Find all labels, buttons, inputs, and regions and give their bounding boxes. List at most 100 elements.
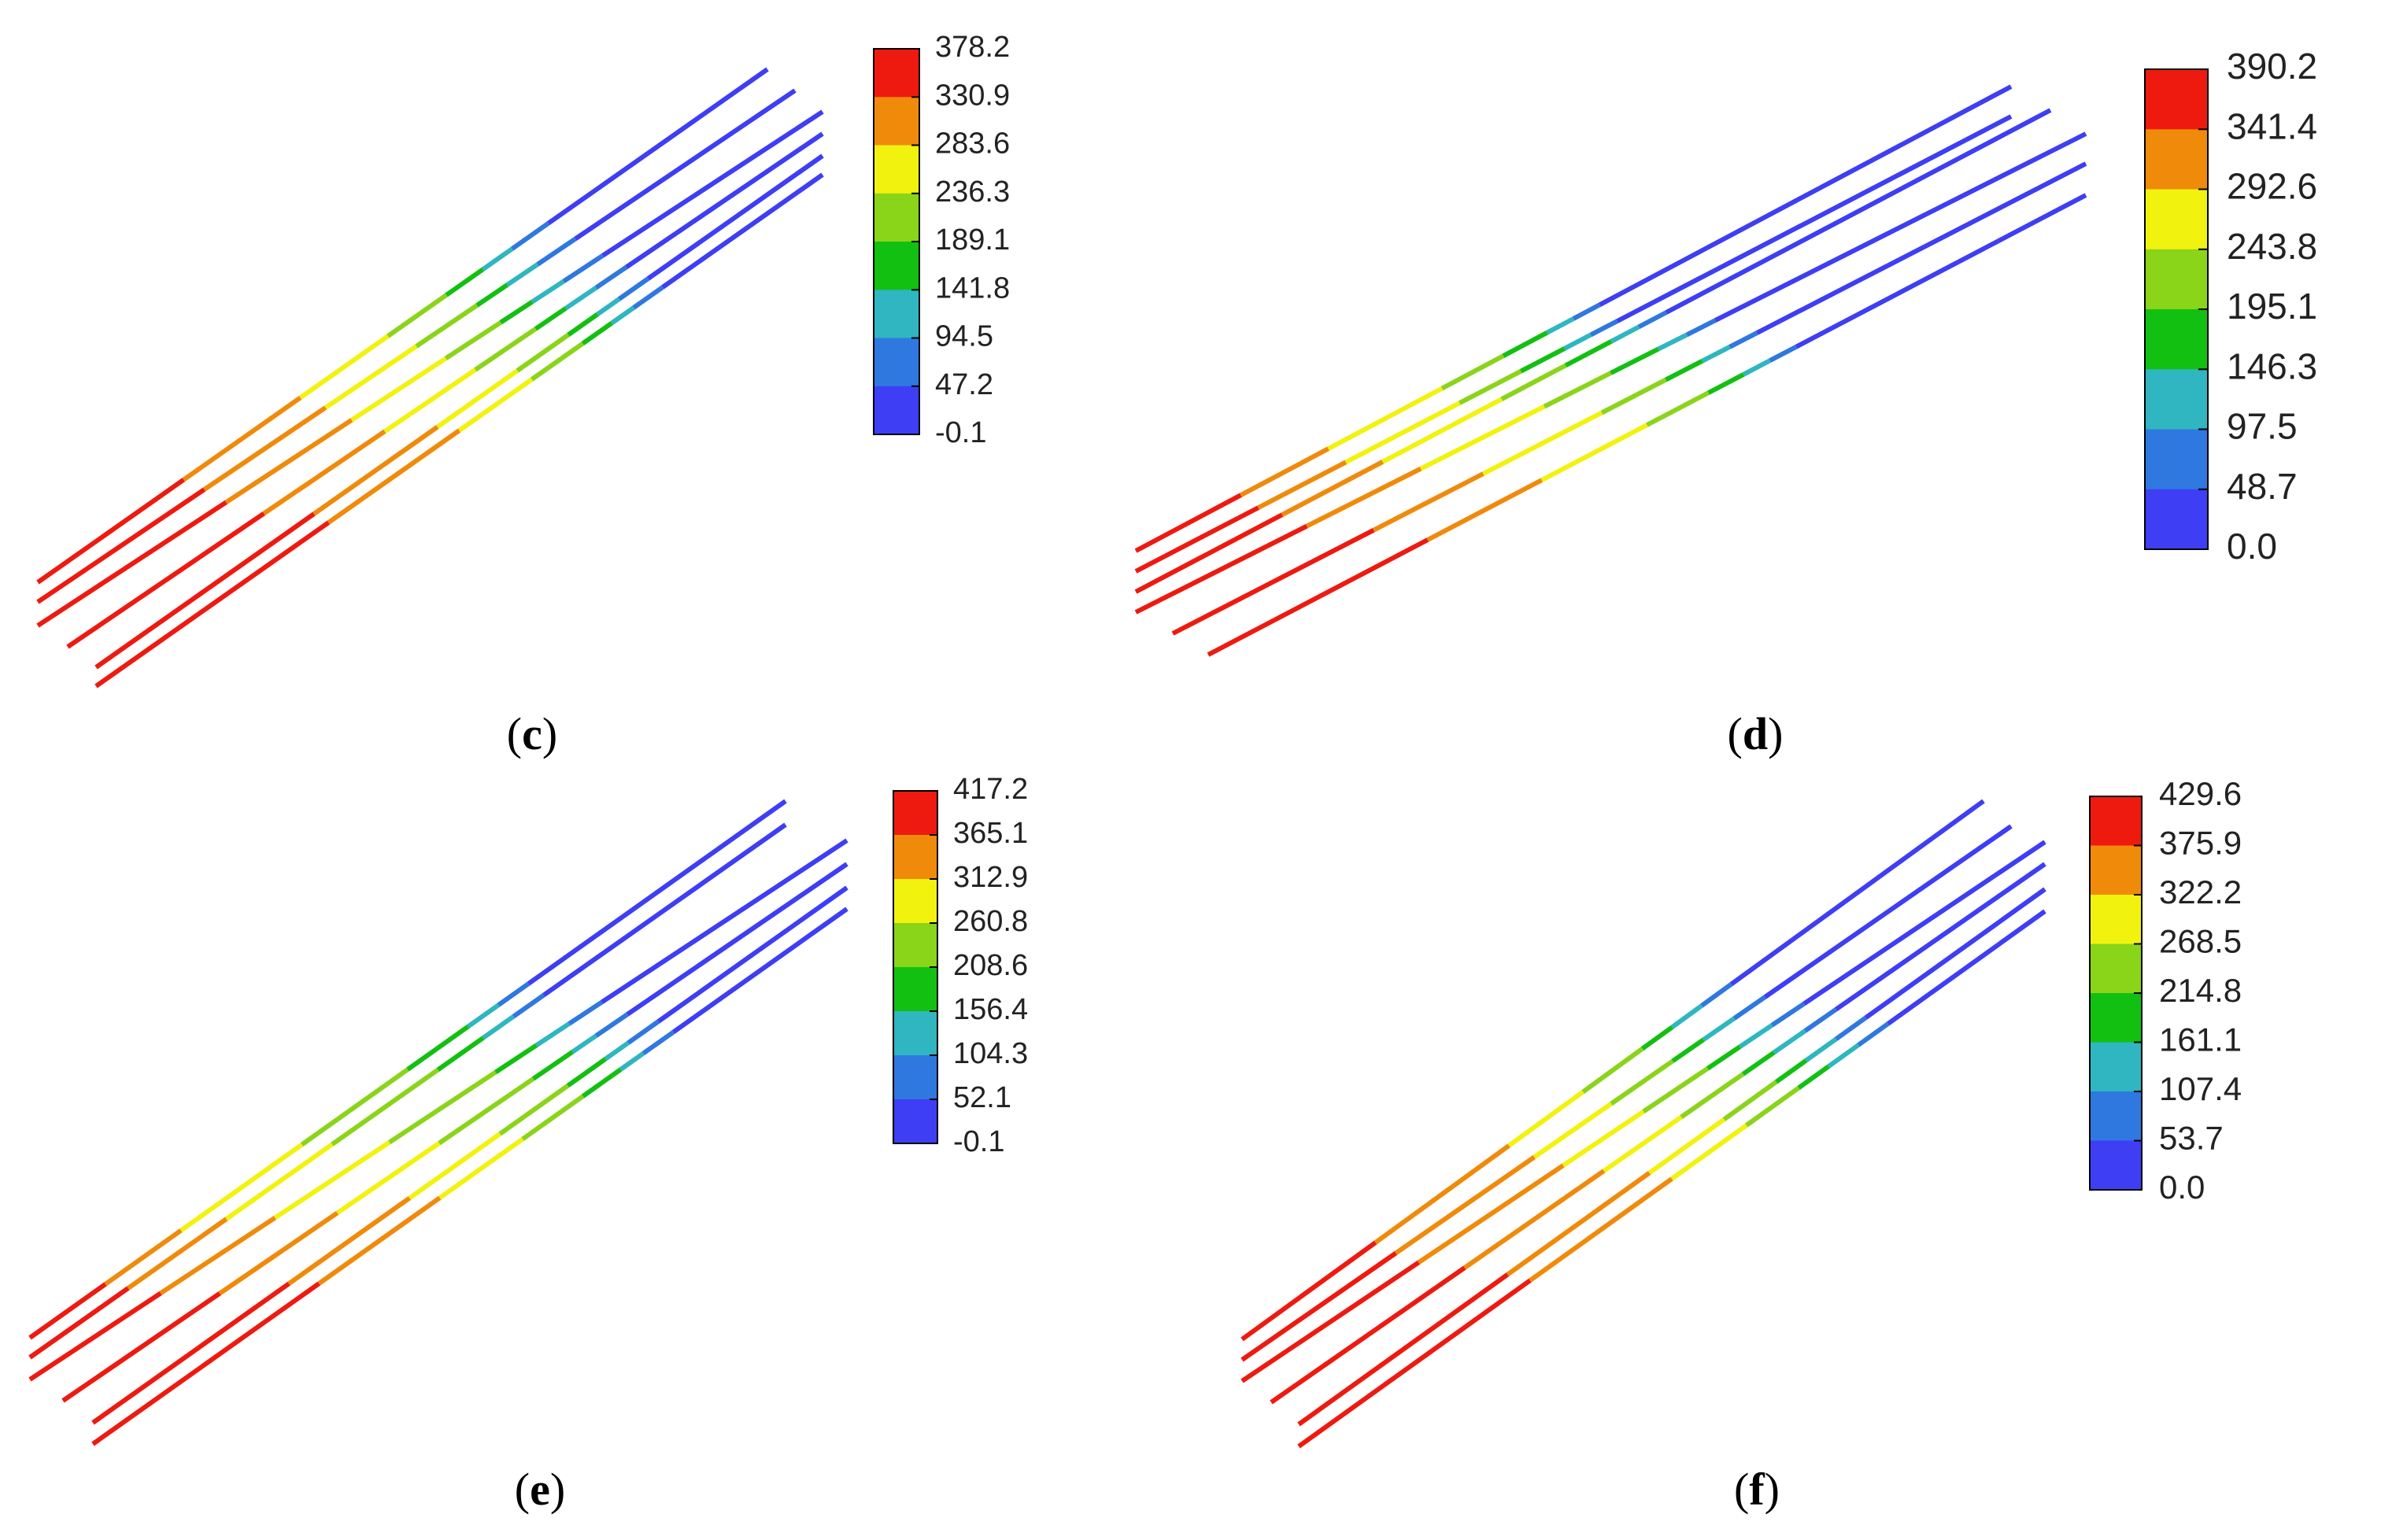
panel-e-colorbar-band	[893, 1055, 937, 1100]
panel-e-line-3-segment	[568, 999, 604, 1026]
panel-d-colorbar-band	[2145, 489, 2208, 550]
panel-d-line-1-segment	[1546, 316, 1575, 335]
panel-c-line-4-segment	[383, 367, 477, 434]
panel-f-line-6-segment	[1797, 1064, 1830, 1090]
panel-f-colorbar-band	[2090, 796, 2142, 846]
panel-e-legend-label: 260.8	[953, 905, 1028, 938]
panel-c-line-2-segment	[505, 262, 539, 287]
panel-c-legend-label: 236.3	[935, 175, 1010, 209]
panel-c-line-4-segment	[564, 286, 597, 311]
panel-e-line-3-segment	[534, 1021, 571, 1047]
panel-e-line-1-segment	[467, 1003, 500, 1029]
panel-d-line-5-segment	[1482, 410, 1603, 476]
panel-f-line-1-segment	[1729, 799, 1985, 987]
panel-e-line-4-segment	[626, 862, 849, 1017]
panel-f-legend-label: 161.1	[2159, 1021, 2242, 1058]
panel-c-line-1-segment	[386, 293, 448, 338]
panel-e-line-3-segment	[600, 838, 849, 1005]
panel-d-line-2-segment	[1344, 401, 1461, 464]
panel-c-legend-label: 94.5	[935, 320, 993, 353]
panel-f-colorbar-band	[2090, 895, 2142, 944]
panel-c-line-3-segment	[562, 253, 604, 284]
panel-d-line-6-segment	[1540, 423, 1648, 482]
panel-f-line-1-segment	[1700, 982, 1733, 1008]
panel-e-line-1-segment	[104, 1228, 183, 1287]
panel-d-line-3-segment	[1637, 310, 1668, 330]
panel-c-legend-label: 189.1	[935, 223, 1010, 257]
panel-c-line-6-segment	[610, 305, 635, 325]
panel-d-line-4-segment	[1419, 404, 1546, 471]
panel-d-line-6-segment	[1646, 390, 1710, 427]
panel-f-legend-label: 53.7	[2159, 1120, 2224, 1157]
panel-e-legend-label: 312.9	[953, 861, 1028, 894]
panel-f-line-4-segment	[1741, 1050, 1776, 1077]
panel-e-line-6-segment	[581, 1067, 623, 1099]
panel-d-line-6-segment	[1769, 345, 1798, 363]
panel-c-line-6-segment	[457, 377, 534, 433]
panel-f-legend-label: 268.5	[2159, 923, 2242, 960]
panel-e-line-6-segment	[671, 907, 849, 1034]
panel-f-line-5-segment	[1647, 1117, 1726, 1175]
panel-e-lines	[28, 799, 849, 1446]
panel-c-line-4-segment	[66, 511, 265, 649]
panel-d-legend-label: 195.1	[2227, 286, 2317, 327]
panel-d-colorbar: 390.2 341.4 292.6 243.8 195.1 146.3 97.5 48.7 0.…	[2144, 46, 2317, 567]
panel-e-line-5-segment	[604, 1040, 630, 1062]
panel-d-legend-label: 48.7	[2227, 466, 2298, 507]
panel-c-line-5-segment	[516, 333, 570, 373]
panel-c-line-3-segment	[36, 500, 227, 628]
panel-d-line-3-segment	[1134, 512, 1284, 594]
panel-e-line-2-segment	[482, 1014, 516, 1040]
panel-d-line-6-segment	[1426, 478, 1544, 542]
panel-e-colorbar-band	[893, 967, 937, 1012]
panel-c-line-2-segment	[324, 344, 418, 410]
panel-e-line-5-segment	[498, 1084, 570, 1136]
panel-d-line-6-segment	[1742, 358, 1771, 377]
panel-e-line-2-segment	[542, 822, 787, 998]
panel-d-line-4-segment	[1657, 332, 1688, 352]
panel-d-line-1-segment	[1134, 493, 1242, 553]
panel-d-line-3-segment	[1564, 339, 1613, 368]
panel-d-legend-label: 390.2	[2227, 46, 2317, 87]
panel-c-lines	[36, 67, 824, 689]
panel-f-line-4-segment	[1803, 1007, 1838, 1033]
panel-e-line-4-segment	[438, 1077, 535, 1146]
panel-e-line-6-segment	[619, 1051, 645, 1072]
panel-f-line-2-segment	[1532, 1102, 1613, 1159]
panel-e-caption: (e)	[515, 1464, 565, 1515]
panel-d-line-4-segment	[1305, 466, 1422, 529]
panel-d-line-3-segment	[1500, 363, 1567, 401]
panel-d-colorbar-band	[2145, 69, 2208, 130]
panel-d-colorbar-band	[2145, 309, 2208, 370]
panel-d-colorbar-band	[2145, 249, 2208, 310]
panel-f-line-3-segment	[1240, 1260, 1421, 1383]
panel-e-legend-label: 365.1	[953, 817, 1028, 850]
panel-e-colorbar-band	[893, 1099, 937, 1144]
panel-f-colorbar-band	[2090, 944, 2142, 994]
panel-f-line-5-segment	[1774, 1058, 1808, 1084]
panel-e-line-2-segment	[512, 993, 545, 1019]
panel-e-legend-label: 52.1	[953, 1081, 1011, 1114]
panel-c-line-1-segment	[36, 478, 186, 585]
panel-d-line-3-segment	[1381, 397, 1503, 464]
panel-d-line-1-segment	[1572, 302, 1601, 321]
panel-c-line-6-segment	[581, 321, 614, 345]
panel-c-legend-label: 283.6	[935, 127, 1010, 161]
panel-e-line-2-segment	[224, 1142, 334, 1221]
panel-f-line-5-segment	[1506, 1170, 1651, 1277]
panel-e-line-1-segment	[497, 981, 531, 1007]
panel-f-line-5-segment	[1722, 1080, 1778, 1121]
panel-e-line-1-segment	[300, 1067, 409, 1147]
panel-f-line-2-segment	[1702, 1016, 1736, 1042]
panel-c-line-2-segment	[475, 283, 509, 308]
panel-f-line-6-segment	[1529, 1176, 1673, 1283]
panel-e-line-2-segment	[436, 1036, 485, 1072]
panel-e-colorbar: 417.2 365.1 312.9 260.8 208.6 156.4 104.3 52.1 -…	[893, 773, 1028, 1158]
panel-f-line-2-segment	[1394, 1154, 1536, 1255]
panel-e-legend-label: 156.4	[953, 993, 1028, 1026]
panel-d-legend-label: 0.0	[2227, 526, 2277, 567]
panel-e-legend-label: 104.3	[953, 1037, 1028, 1070]
panel-c-line-5-segment	[567, 312, 599, 337]
panel-d-letter: d	[1743, 708, 1768, 759]
